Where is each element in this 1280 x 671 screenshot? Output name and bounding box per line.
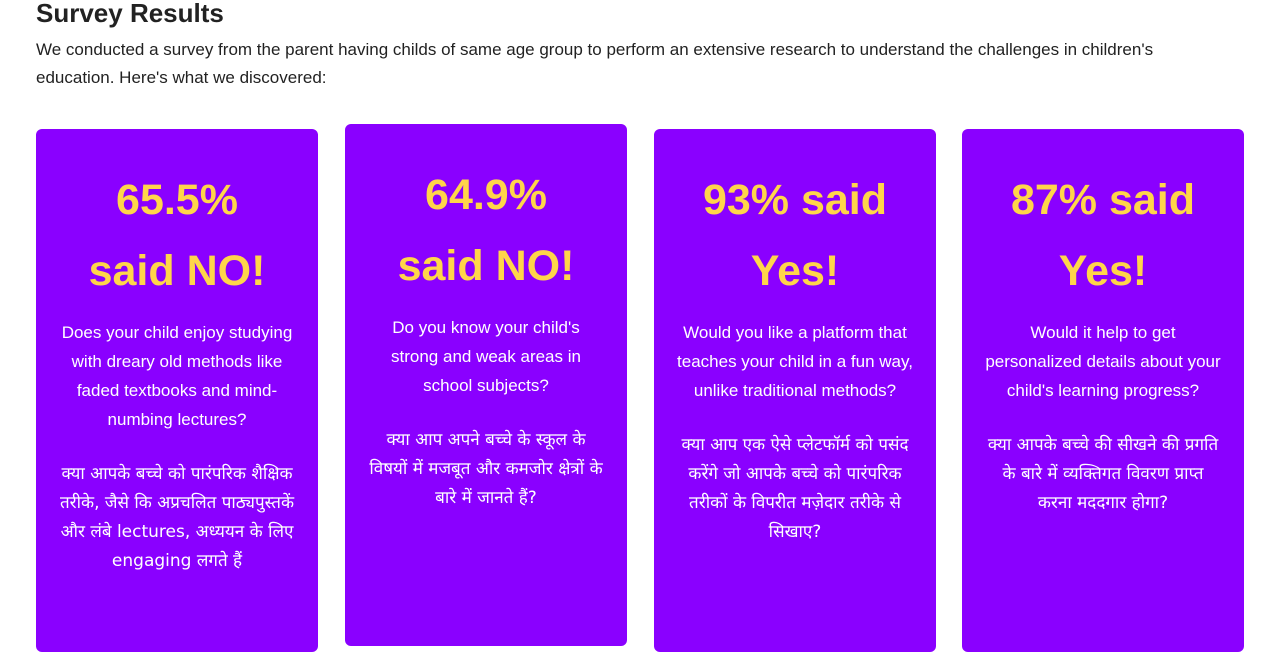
stat-percentage: 87% said <box>1010 176 1196 224</box>
section-title: Survey Results <box>36 0 224 28</box>
question-english: Would you like a platform that teaches y… <box>677 323 913 400</box>
stat-answer: said NO! <box>397 242 575 290</box>
stat-percentage: 64.9% <box>425 171 547 219</box>
survey-card-1: 65.5% said NO! Does your child enjoy stu… <box>36 129 318 652</box>
question-english: Does your child enjoy studying with drea… <box>61 323 293 429</box>
question-english: Do you know your child's strong and weak… <box>391 318 581 395</box>
question-hindi: क्या आप एक ऐसे प्लेटफॉर्म को पसंद करेंगे… <box>681 435 909 542</box>
question-english: Would it help to get personalized detail… <box>985 323 1221 400</box>
stat-answer: said NO! <box>88 247 266 295</box>
stat-answer: Yes! <box>1058 247 1148 295</box>
stat-percentage: 65.5% <box>116 176 238 224</box>
stat-percentage: 93% said <box>702 176 888 224</box>
question-hindi: क्या आपके बच्चे को पारंपरिक शैक्षिक तरीक… <box>59 464 295 571</box>
survey-card-3: 93% said Yes! Would you like a platform … <box>654 129 936 652</box>
survey-card-4: 87% said Yes! Would it help to get perso… <box>962 129 1244 652</box>
survey-card-2: 64.9% said NO! Do you know your child's … <box>345 124 627 646</box>
section-intro: We conducted a survey from the parent ha… <box>36 40 1154 87</box>
stat-answer: Yes! <box>750 247 840 295</box>
question-hindi: क्या आपके बच्चे की सीखने की प्रगति के बा… <box>987 435 1219 513</box>
question-hindi: क्या आप अपने बच्चे के स्कूल के विषयों मे… <box>369 430 603 508</box>
